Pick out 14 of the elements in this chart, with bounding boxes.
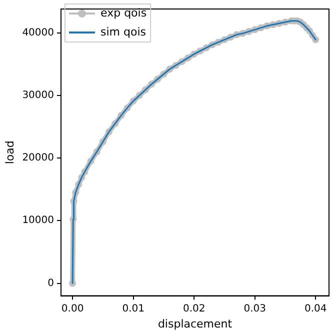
y-tick-label: 30000 xyxy=(22,90,54,102)
x-tick-label: 0.04 xyxy=(304,303,327,314)
legend-label: sim qois xyxy=(100,25,146,38)
x-tick-label: 0.02 xyxy=(182,303,206,314)
y-tick-label: 0 xyxy=(48,278,54,289)
x-tick-label: 0.00 xyxy=(61,303,84,314)
x-axis-title: displacement xyxy=(158,317,233,330)
y-tick-label: 10000 xyxy=(22,215,54,226)
legend-label: exp qois xyxy=(100,6,147,20)
x-tick-label: 0.01 xyxy=(122,303,144,314)
y-axis-title: load xyxy=(3,140,16,164)
y-tick-label: 40000 xyxy=(22,27,54,38)
y-tick-label: 20000 xyxy=(22,152,54,164)
x-tick-label: 0.03 xyxy=(244,303,266,314)
